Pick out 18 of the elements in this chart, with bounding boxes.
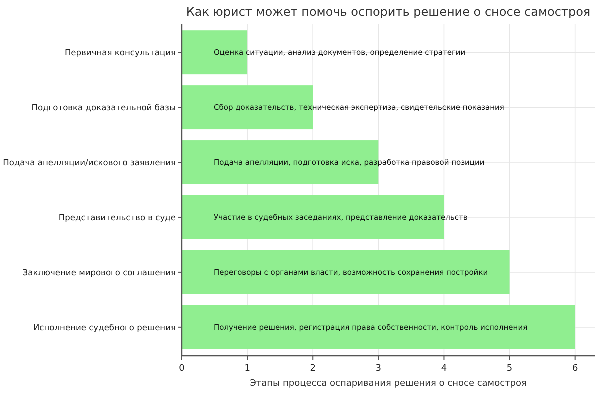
- x-tick-label: 4: [441, 364, 448, 374]
- x-tick-label: 5: [506, 364, 513, 374]
- y-tick-label: Исполнение судебного решения: [33, 322, 176, 332]
- bar: [182, 250, 510, 294]
- x-axis-title: Этапы процесса оспаривания решения о сносе самостроя: [250, 379, 527, 389]
- x-tick-label: 0: [179, 364, 186, 374]
- x-tick-label: 2: [310, 364, 316, 374]
- y-tick-label: Представительство в суде: [58, 212, 176, 222]
- y-tick-label: Подача апелляции/искового заявления: [3, 157, 176, 168]
- chart-title: Как юрист может помочь оспорить решение о сносе самостроя: [186, 5, 591, 19]
- bar: [182, 305, 576, 350]
- y-tick-label: Первичная консультация: [64, 47, 176, 58]
- bar: [182, 30, 248, 75]
- y-tick-label: Подготовка доказательной базы: [32, 102, 176, 112]
- x-tick-label: 1: [244, 364, 250, 374]
- x-tick-label: 6: [572, 364, 578, 374]
- y-tick-label: Заключение мирового соглашения: [22, 267, 176, 278]
- x-tick-label: 3: [376, 364, 382, 374]
